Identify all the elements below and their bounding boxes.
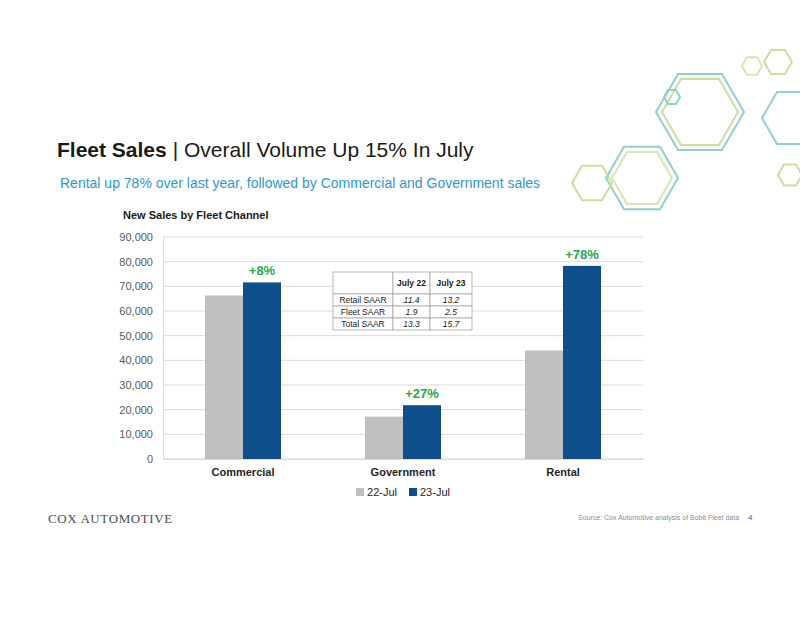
y-tick: 10,000 xyxy=(119,428,163,440)
table-cell xyxy=(430,294,472,306)
table-value: 15.7 xyxy=(443,319,460,329)
legend-label: 22-Jul xyxy=(367,486,397,498)
annotation: +78% xyxy=(565,247,599,262)
y-tick-label: 40,000 xyxy=(119,354,153,366)
table-cell xyxy=(430,306,472,318)
hexagon xyxy=(762,92,800,144)
annotation: +8% xyxy=(249,263,276,278)
y-tick: 60,000 xyxy=(119,305,163,317)
y-tick-label: 0 xyxy=(147,453,153,465)
source: Source: Cox Automotive analysis of Bobit… xyxy=(578,514,739,522)
bar xyxy=(525,350,563,459)
hexagon xyxy=(662,79,738,145)
annotations: +8% +27% +78% xyxy=(249,247,599,401)
legend-item: 23-Jul xyxy=(409,486,450,498)
y-tick: 0 xyxy=(147,453,163,465)
table-value: 13.3 xyxy=(403,319,420,329)
table-value: 2.5 xyxy=(444,307,457,317)
table-cell xyxy=(430,272,472,294)
table-cell xyxy=(393,306,430,318)
legend-swatch xyxy=(356,488,364,496)
hexagon xyxy=(572,166,612,201)
hexagon xyxy=(764,50,792,74)
table-header: July 22 xyxy=(397,278,426,288)
table-cell xyxy=(333,272,393,294)
y-tick-label: 60,000 xyxy=(119,305,153,317)
y-tick-label: 10,000 xyxy=(119,428,153,440)
y-tick: 40,000 xyxy=(119,354,163,366)
table-value: 11.4 xyxy=(404,295,420,305)
bar xyxy=(365,417,403,459)
y-tick-label: 30,000 xyxy=(119,379,153,391)
table-header: July 23 xyxy=(437,278,466,288)
y-tick-label: 20,000 xyxy=(119,404,153,416)
table-cell xyxy=(333,318,393,330)
x-axis: Commercial Government Rental xyxy=(164,460,644,478)
bar xyxy=(403,405,441,459)
x-tick-label: Commercial xyxy=(212,466,275,478)
slide-title: Fleet Sales | Overall Volume Up 15% In Ju… xyxy=(57,138,474,161)
x-tick: Government xyxy=(371,466,436,478)
hexagon xyxy=(656,74,744,150)
table-cell xyxy=(393,272,430,294)
y-tick: 20,000 xyxy=(119,404,163,416)
y-tick: 70,000 xyxy=(119,280,163,292)
y-tick-label: 90,000 xyxy=(119,231,153,243)
table-cell xyxy=(393,294,430,306)
x-tick: Rental xyxy=(546,466,580,478)
bar xyxy=(243,282,281,459)
annotation: +27% xyxy=(405,386,439,401)
y-tick: 30,000 xyxy=(119,379,163,391)
subtitle: Rental up 78% over last year, followed b… xyxy=(60,175,540,191)
grid-line xyxy=(163,237,643,238)
inset-table: July 22 July 23 Retail SAAR 11.4 13.2 Fleet S… xyxy=(333,272,472,330)
table-row-label: Retail SAAR xyxy=(339,295,386,305)
bars xyxy=(205,266,601,459)
chart-title: New Sales by Fleet Channel xyxy=(123,209,269,221)
x-tick-label: Government xyxy=(371,466,436,478)
hexagon xyxy=(778,165,800,186)
hexagon xyxy=(612,152,672,204)
hexagon xyxy=(664,90,680,104)
y-tick-label: 50,000 xyxy=(119,330,153,342)
y-tick: 90,000 xyxy=(119,231,163,243)
table-value: 1.9 xyxy=(406,307,418,317)
bar xyxy=(563,266,601,459)
table-cell xyxy=(430,318,472,330)
table-cell xyxy=(333,294,393,306)
bar xyxy=(205,295,243,459)
table-cell xyxy=(333,306,393,318)
table-value: 13.2 xyxy=(443,295,460,305)
y-tick: 50,000 xyxy=(119,330,163,342)
table-row-label: Total SAAR xyxy=(341,319,384,329)
decoration xyxy=(572,50,800,209)
table-row-label: Fleet SAAR xyxy=(341,307,385,317)
x-axis-line xyxy=(164,459,644,460)
legend: 22-Jul 23-Jul xyxy=(356,486,450,498)
table-cell xyxy=(393,318,430,330)
title-bold: Fleet Sales xyxy=(57,138,167,161)
y-tick: 80,000 xyxy=(119,256,163,268)
y-axis-line xyxy=(163,238,164,460)
grid xyxy=(163,237,643,459)
slide: Fleet Sales | Overall Volume Up 15% In Ju… xyxy=(0,0,800,618)
title-rest: | Overall Volume Up 15% In July xyxy=(173,138,474,161)
x-tick-label: Rental xyxy=(546,466,580,478)
x-tick: Commercial xyxy=(212,466,275,478)
y-axis: 0 10,000 20,000 30,000 40,000 50,000 60,000 70,… xyxy=(119,231,163,465)
legend-item: 22-Jul xyxy=(356,486,397,498)
logo: COX AUTOMOTIVE xyxy=(48,511,173,526)
legend-swatch xyxy=(409,488,417,496)
hexagon xyxy=(742,57,762,74)
legend-label: 23-Jul xyxy=(420,486,450,498)
y-tick-label: 80,000 xyxy=(119,256,153,268)
hexagon xyxy=(606,147,678,209)
y-tick-label: 70,000 xyxy=(119,280,153,292)
page-number: 4 xyxy=(748,513,753,522)
